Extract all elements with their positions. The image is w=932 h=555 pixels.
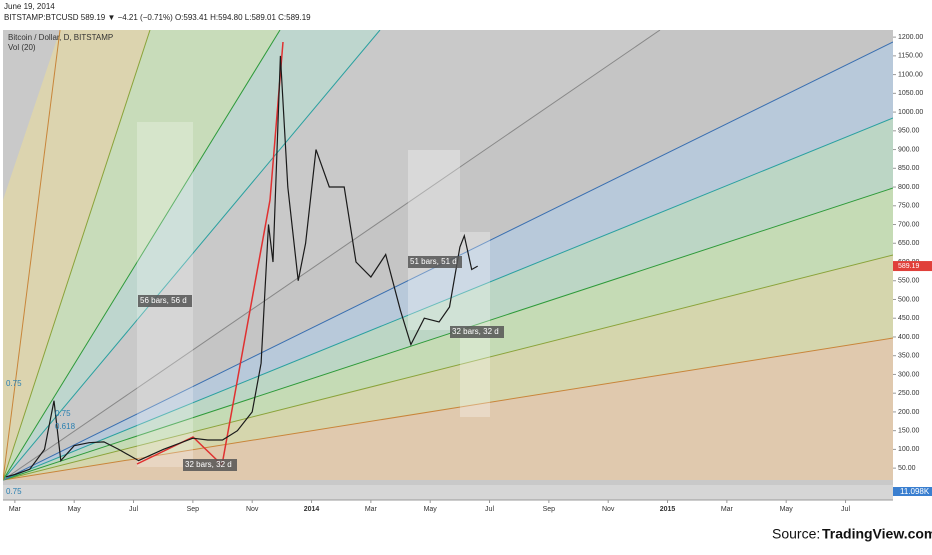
x-tick-label: 2015 [660, 506, 676, 513]
y-tick-label: 200.00 [898, 409, 920, 416]
x-tick-label: May [424, 506, 438, 513]
annotation: 51 bars, 51 d [410, 257, 457, 266]
gann-fan [3, 30, 893, 500]
fan-line [3, 30, 281, 481]
y-tick-label: 350.00 [898, 353, 920, 360]
y-tick-label: 1000.00 [898, 109, 923, 116]
y-tick-label: 50.00 [898, 465, 916, 472]
y-tick-label: 850.00 [898, 165, 920, 172]
annotation-box [450, 326, 504, 338]
x-tick-label: 2014 [304, 506, 320, 513]
y-tick-label: 400.00 [898, 334, 920, 341]
last-price-marker [893, 261, 932, 272]
fan-band [3, 30, 893, 480]
annotation: 0.75 [6, 487, 22, 496]
y-tick-label: 550.00 [898, 278, 920, 285]
x-tick-label: Jul [129, 506, 138, 513]
y-tick-label: 750.00 [898, 203, 920, 210]
annotation: 0.75 [55, 409, 71, 418]
y-tick-label: 1100.00 [898, 71, 923, 78]
x-tick-label: Jul [485, 506, 494, 513]
x-tick-label: Mar [365, 506, 378, 513]
x-tick-label: Nov [246, 506, 259, 513]
x-tick-label: Nov [602, 506, 615, 513]
y-tick-label: 700.00 [898, 221, 920, 228]
x-tick-label: May [780, 506, 794, 513]
x-tick-label: Mar [9, 506, 22, 513]
x-tick-label: Mar [721, 506, 734, 513]
y-tick-label: 300.00 [898, 371, 920, 378]
price-line [5, 55, 478, 478]
x-tick-label: Jul [841, 506, 850, 513]
fan-line [3, 30, 381, 481]
annotation: 0.618 [55, 422, 76, 431]
date: June 19, 2014 [4, 2, 55, 11]
symbol-line: BITSTAMP:BTCUSD 589.19 ▼ −4.21 (−0.71%) … [4, 13, 311, 22]
annotation: 0.75 [6, 379, 22, 388]
volume-value: 11.098K [900, 487, 930, 496]
fan-line [3, 30, 661, 481]
chart-title: Bitcoin / Dollar, D, BITSTAMP [8, 33, 113, 42]
volume-pane [3, 485, 893, 500]
y-tick-label: 150.00 [898, 428, 920, 435]
y-tick-label: 800.00 [898, 184, 920, 191]
annotation-box [408, 256, 462, 268]
y-tick-label: 1200.00 [898, 34, 923, 41]
annotation: 32 bars, 32 d [185, 460, 232, 469]
date-range-box [460, 232, 490, 417]
annotation: 32 bars, 32 d [452, 327, 499, 336]
volume-value-box [893, 487, 932, 496]
last-price-label: 589.19 [898, 263, 920, 270]
annotation-box [183, 459, 237, 471]
annotation-box [138, 295, 192, 307]
fan-line [3, 187, 893, 481]
annotation: 56 bars, 56 d [140, 296, 187, 305]
source-prefix: Source: [772, 526, 820, 542]
y-tick-label: 450.00 [898, 315, 920, 322]
y-tick-label: 1050.00 [898, 90, 923, 97]
y-tick-label: 650.00 [898, 240, 920, 247]
x-tick-label: May [68, 506, 82, 513]
fan-line [3, 30, 151, 481]
y-tick-label: 950.00 [898, 128, 920, 135]
x-tick-label: Sep [187, 506, 200, 513]
fan-line [3, 30, 61, 481]
x-tick-label: Sep [543, 506, 556, 513]
y-tick-label: 250.00 [898, 390, 920, 397]
volume-label: Vol (20) [8, 43, 36, 52]
y-tick-label: 1150.00 [898, 53, 923, 60]
y-tick-label: 900.00 [898, 146, 920, 153]
fan-line [3, 254, 893, 481]
date-range-box [408, 150, 460, 330]
source: TradingView.com [822, 526, 932, 542]
fan-line [3, 117, 893, 481]
y-tick-label: 100.00 [898, 446, 920, 453]
date-range-box [137, 122, 193, 467]
y-tick-label: 500.00 [898, 296, 920, 303]
